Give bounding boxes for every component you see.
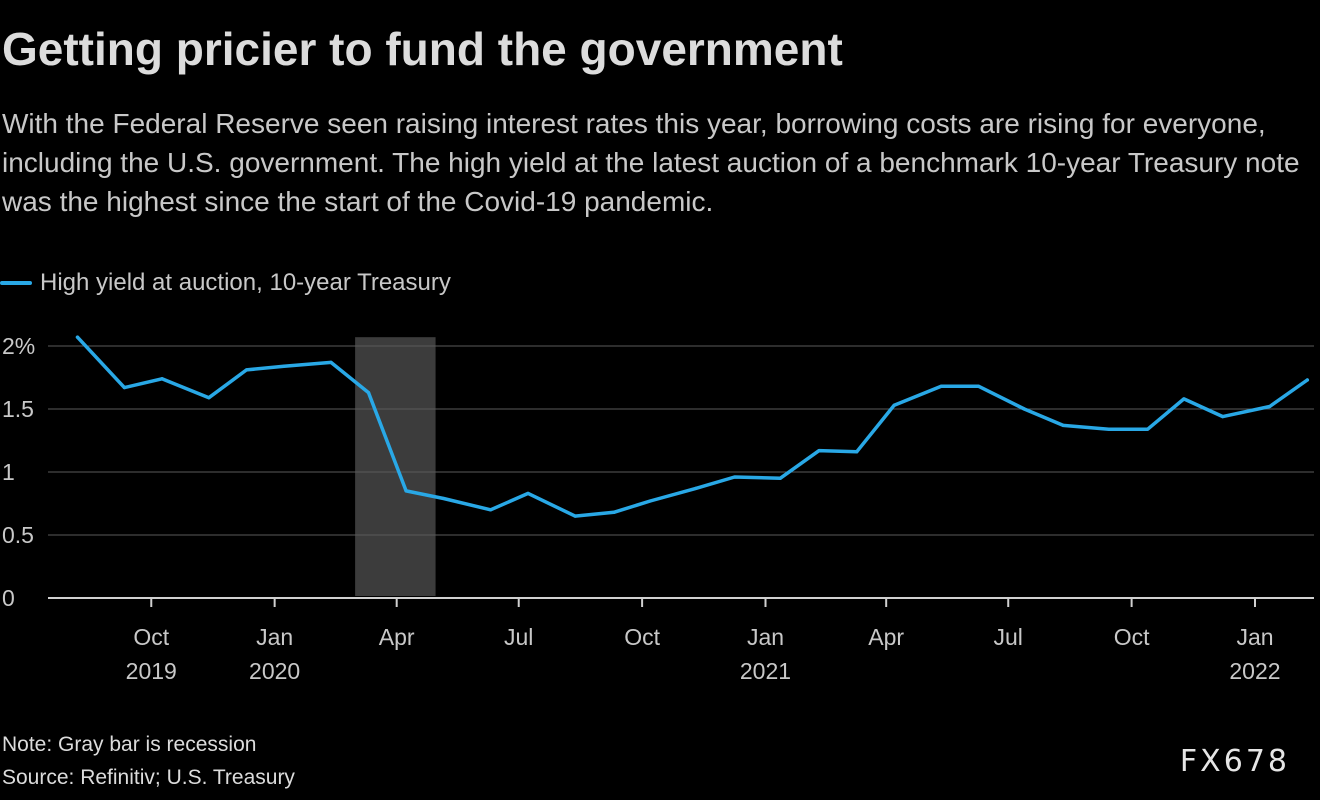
data-point <box>892 403 896 407</box>
data-point <box>648 499 652 503</box>
legend-label: High yield at auction, 10-year Treasury <box>40 269 451 296</box>
x-tick-label-year: 2021 <box>740 658 791 684</box>
data-point <box>1107 427 1111 431</box>
data-point <box>694 486 698 490</box>
data-point <box>573 514 577 518</box>
x-tick-label-month: Oct <box>133 624 169 650</box>
data-point <box>1305 378 1309 382</box>
data-point <box>329 360 333 364</box>
x-tick-label-month: Oct <box>624 624 660 650</box>
data-point <box>244 368 249 372</box>
chart-source: Source: Refinitiv; U.S. Treasury <box>2 766 295 789</box>
series-line <box>75 335 1310 518</box>
data-point <box>855 450 859 454</box>
y-tick-label: 2% <box>2 333 35 359</box>
data-point <box>442 496 446 501</box>
data-point <box>1221 414 1225 419</box>
x-tick-label-month: Jan <box>256 624 293 650</box>
x-tick-label-year: 2020 <box>249 658 300 684</box>
data-point <box>1146 427 1150 431</box>
x-tick-label-month: Oct <box>1114 624 1150 650</box>
y-tick-label: 0 <box>2 585 15 611</box>
x-tick-label-month: Apr <box>868 624 904 650</box>
chart-title: Getting pricier to fund the government <box>2 23 843 75</box>
data-point <box>404 489 408 493</box>
data-point <box>817 448 821 453</box>
legend-swatch <box>0 281 32 285</box>
data-point <box>122 385 127 390</box>
legend: High yield at auction, 10-year Treasury <box>0 266 451 300</box>
x-tick-label-month: Jul <box>504 624 533 650</box>
data-point <box>1061 423 1065 427</box>
data-point <box>282 364 286 368</box>
data-point <box>1268 404 1272 409</box>
data-point <box>526 491 530 496</box>
x-tick-label-month: Jan <box>1236 624 1273 650</box>
data-point <box>612 510 616 514</box>
x-tick-label-month: Apr <box>379 624 415 650</box>
data-point <box>1182 397 1186 401</box>
chart-note: Note: Gray bar is recession <box>2 733 257 756</box>
watermark-logo: FX678 <box>1179 744 1290 779</box>
y-tick-label: 0.5 <box>2 522 34 548</box>
chart-subtitle: With the Federal Reserve seen raising in… <box>2 108 1300 217</box>
y-tick-label: 1.5 <box>2 396 34 422</box>
data-point <box>977 384 981 388</box>
x-tick-label-year: 2022 <box>1229 658 1280 684</box>
x-tick-label-month: Jan <box>747 624 784 650</box>
y-tick-label: 1 <box>2 459 15 485</box>
data-point <box>207 396 211 400</box>
data-point <box>733 475 737 479</box>
data-point <box>1022 407 1026 411</box>
x-tick-label-year: 2019 <box>126 658 177 684</box>
x-tick-label-month: Jul <box>994 624 1023 650</box>
data-point <box>488 508 493 512</box>
data-point <box>939 384 943 388</box>
data-point <box>778 476 782 480</box>
data-point <box>75 335 80 339</box>
data-point <box>160 377 164 381</box>
data-point <box>366 391 371 395</box>
